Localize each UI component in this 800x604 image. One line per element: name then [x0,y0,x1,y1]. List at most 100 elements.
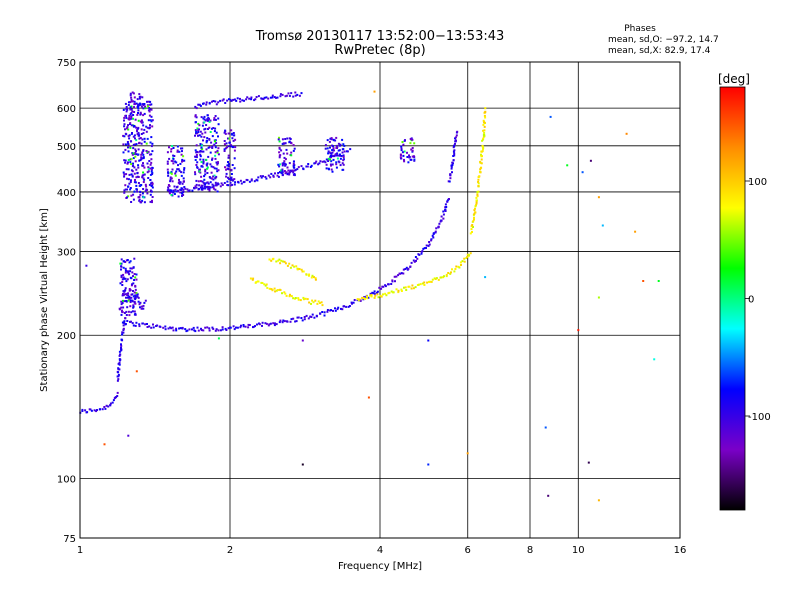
o-mode-echo [416,257,419,260]
o-mode-echo [326,309,329,311]
o-mode-echo [230,178,233,181]
o-mode-echo [125,110,128,113]
o-mode-echo [451,171,453,174]
o-mode-echo [195,116,198,119]
o-mode-echo [223,148,226,151]
o-mode-echo [171,160,174,163]
o-mode-echo [126,141,129,143]
y-tick-label: 100 [57,475,76,486]
o-mode-echo [328,168,330,171]
o-mode-echo [124,148,127,151]
o-mode-echo [194,330,197,333]
o-mode-echo [454,136,457,139]
o-mode-echo [178,180,181,183]
o-mode-echo [283,170,286,172]
o-mode-echo [274,322,276,325]
o-mode-echo [136,172,139,175]
o-mode-echo [180,171,183,174]
x-mode-echo [276,289,279,291]
o-mode-echo [135,102,138,105]
o-mode-echo [362,298,365,301]
o-mode-echo [341,151,344,154]
o-mode-echo [127,135,130,138]
o-mode-echo [442,213,445,216]
o-mode-echo [284,163,287,166]
o-mode-echo [314,162,317,165]
o-mode-echo [131,322,134,325]
o-mode-echo [130,98,133,101]
o-mode-echo [140,121,143,124]
o-mode-echo [324,144,327,147]
o-mode-echo [167,188,170,191]
o-mode-echo [206,118,209,121]
o-mode-echo [127,168,130,171]
o-mode-echo [120,300,123,303]
x-mode-echo [300,268,303,271]
o-mode-echo [167,184,170,186]
o-mode-echo [440,219,443,222]
o-mode-echo [217,101,220,104]
o-mode-echo [204,131,207,134]
o-mode-echo [132,324,135,327]
o-mode-echo [286,172,289,175]
o-mode-echo [294,168,297,171]
x-mode-echo [414,286,417,289]
x-mode-echo [380,295,383,298]
o-mode-echo [134,181,137,184]
o-mode-echo [139,111,142,114]
o-mode-echo [233,149,236,152]
x-mode-echo [310,302,312,305]
o-mode-echo [259,175,262,178]
o-mode-echo [335,147,338,149]
o-mode-echo [285,171,288,174]
o-mode-echo [84,409,87,412]
o-mode-echo [134,276,137,279]
x-mode-echo [428,280,430,283]
o-mode-echo [170,190,173,193]
o-mode-echo [224,130,227,133]
o-mode-echo [325,167,328,170]
o-mode-echo [141,96,144,99]
o-mode-echo [413,142,416,145]
x-mode-echo [358,298,361,301]
o-mode-echo [208,117,210,120]
o-mode-echo [135,153,138,156]
outlier-echo [657,280,660,282]
x-mode-echo [397,291,400,294]
o-mode-echo [133,279,136,281]
o-mode-echo [202,117,205,120]
o-mode-echo [129,270,132,273]
o-mode-echo [420,252,423,255]
o-mode-echo [225,175,228,178]
o-mode-echo [176,168,179,171]
o-mode-echo [452,155,455,157]
o-mode-echo [290,318,293,321]
o-mode-echo [206,119,209,122]
o-mode-echo [133,96,136,99]
o-mode-echo [341,162,344,165]
o-mode-echo [221,99,224,102]
o-mode-echo [195,155,197,158]
o-mode-echo [224,147,227,150]
o-mode-echo [342,156,345,158]
o-mode-echo [204,326,207,329]
x-mode-echo [379,294,382,297]
o-mode-echo [292,162,295,165]
o-mode-echo [131,271,134,274]
o-mode-echo [449,173,452,176]
o-mode-echo [146,326,149,328]
o-mode-echo [279,319,282,322]
o-mode-echo [134,179,136,181]
o-mode-echo [198,103,201,106]
o-mode-echo [350,301,353,304]
o-mode-echo [128,273,131,276]
outlier-echo [301,463,304,466]
o-mode-echo [167,174,170,177]
o-mode-echo [171,180,174,183]
x-mode-echo [445,275,448,278]
x-mode-echo [471,224,474,226]
o-mode-echo [194,114,197,117]
o-mode-echo [349,148,352,151]
o-mode-echo [151,186,154,189]
o-mode-echo [212,178,215,181]
